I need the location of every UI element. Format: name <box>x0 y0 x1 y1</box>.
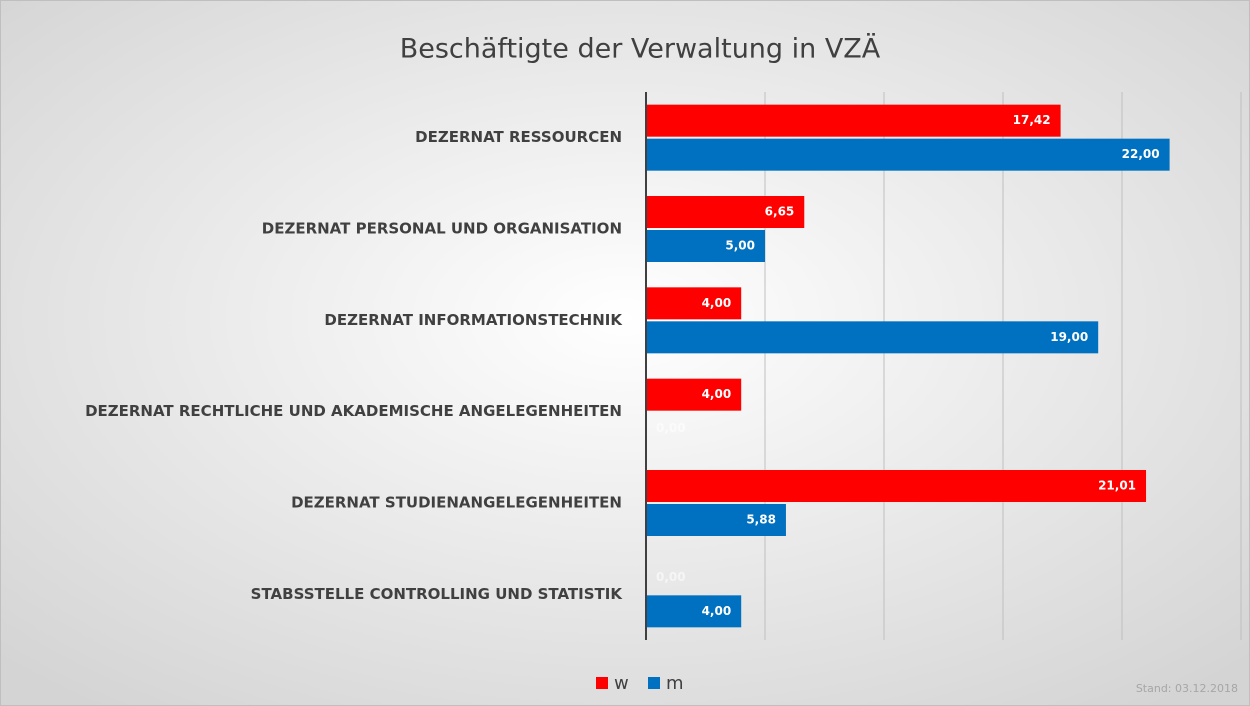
data-label: 6,65 <box>765 205 795 219</box>
data-label: 4,00 <box>702 604 732 618</box>
data-label: 21,01 <box>1098 479 1136 493</box>
bar <box>646 504 786 536</box>
y-tick-label: DEZERNAT RECHTLICHE UND AKADEMISCHE ANGE… <box>85 402 622 420</box>
bar <box>646 138 1170 171</box>
legend-swatch <box>596 677 608 689</box>
bar <box>646 595 742 628</box>
y-tick-label: DEZERNAT STUDIENANGELEGENHEITEN <box>291 494 622 512</box>
data-label: 0,00 <box>656 570 686 584</box>
data-label: 22,00 <box>1122 147 1160 161</box>
data-label: 5,88 <box>746 513 776 527</box>
note: Stand: 03.12.2018 <box>1136 682 1238 695</box>
bar <box>646 378 742 411</box>
bar <box>646 196 805 228</box>
data-label: 0,00 <box>656 421 686 435</box>
data-label: 5,00 <box>725 239 755 253</box>
data-label: 17,42 <box>1013 113 1051 127</box>
bar <box>646 230 765 262</box>
bar <box>646 104 1061 137</box>
y-tick-label: DEZERNAT RESSOURCEN <box>415 128 622 146</box>
chart-title: Beschäftigte der Verwaltung in VZÄ <box>400 33 881 65</box>
legend-swatch <box>648 677 660 689</box>
data-label: 19,00 <box>1050 330 1088 344</box>
y-tick-label: STABSSTELLE CONTROLLING UND STATISTIK <box>251 585 624 603</box>
y-tick-label: DEZERNAT PERSONAL UND ORGANISATION <box>262 220 622 238</box>
data-label: 4,00 <box>702 296 732 310</box>
legend-label: w <box>614 673 629 694</box>
legend-label: m <box>666 673 684 694</box>
y-tick-label: DEZERNAT INFORMATIONSTECHNIK <box>324 311 623 329</box>
bar <box>646 321 1099 354</box>
bar <box>646 287 742 320</box>
data-label: 4,00 <box>702 387 732 401</box>
bar <box>646 470 1147 502</box>
